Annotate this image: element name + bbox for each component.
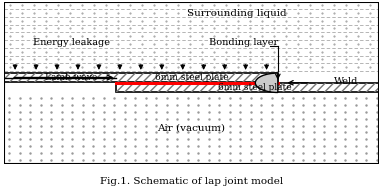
Text: Air (vacuum): Air (vacuum) [157,124,226,133]
Text: 6mm steel plate: 6mm steel plate [155,73,228,82]
Bar [4,73,278,82]
Bar [116,83,379,92]
Bar [4,73,278,82]
Text: Surrounding liquid: Surrounding liquid [187,9,286,18]
Text: Lamb wave: Lamb wave [45,73,97,82]
Text: Weld: Weld [334,77,358,86]
Text: Energy leakage: Energy leakage [33,38,110,47]
Text: Bonding layer: Bonding layer [210,38,279,47]
Text: 6mm steel plate: 6mm steel plate [218,83,292,92]
Wedge shape [255,73,278,92]
Text: Fig.1. Schematic of lap joint model: Fig.1. Schematic of lap joint model [100,177,283,186]
Bar [116,83,379,92]
